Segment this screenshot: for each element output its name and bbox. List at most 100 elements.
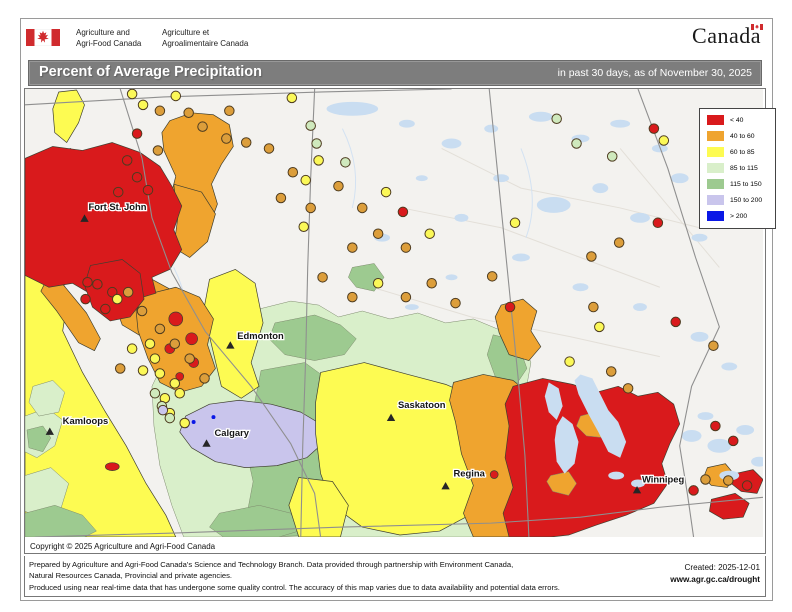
station-dot	[298, 221, 309, 233]
map-subtitle: in past 30 days, as of November 30, 2025	[557, 67, 752, 79]
dept-fr-line2: Agroalimentaire Canada	[162, 38, 249, 48]
station-dot	[114, 363, 126, 374]
city-marker	[80, 214, 89, 222]
station-dot	[82, 277, 93, 288]
legend-item: 150 to 200	[707, 195, 771, 205]
station-dot	[504, 301, 516, 313]
footer-meta: Created: 2025-12-01 www.agr.gc.ca/drough…	[670, 562, 760, 586]
legend-swatch	[707, 115, 724, 125]
station-dot	[100, 303, 111, 315]
canada-flag-icon	[26, 29, 60, 46]
legend-item: 40 to 60	[707, 131, 771, 141]
station-dot	[169, 338, 181, 349]
footer: Prepared by Agriculture and Agri-Food Ca…	[24, 556, 766, 597]
station-dot	[741, 480, 753, 491]
footer-line1: Prepared by Agriculture and Agri-Food Ca…	[29, 560, 514, 569]
station-dot	[652, 217, 664, 229]
station-dot	[142, 184, 154, 196]
station-dot	[149, 353, 161, 364]
station-dot	[613, 237, 625, 248]
station-dot	[300, 174, 311, 186]
drought-url: www.agr.gc.ca/drought	[670, 574, 760, 584]
city-marker	[441, 481, 450, 490]
title-bar: Percent of Average Precipitation in past…	[28, 60, 762, 86]
station-dot	[509, 217, 521, 229]
station-dot	[586, 251, 597, 262]
station-dot	[137, 365, 149, 376]
station-dot	[700, 474, 711, 485]
dept-name-fr: Agriculture et Agroalimentaire Canada	[162, 28, 248, 50]
station-dot	[221, 133, 232, 144]
station-dot	[372, 278, 384, 289]
station-dot	[111, 293, 123, 305]
legend-label: 60 to 85	[730, 148, 755, 156]
station-dot	[184, 353, 195, 364]
dept-en-line2: Agri-Food Canada	[76, 38, 142, 48]
station-dot	[311, 138, 322, 149]
station-dot	[224, 105, 235, 117]
station-dot	[710, 420, 721, 432]
city-marker	[386, 413, 396, 422]
station-dot	[357, 202, 368, 214]
legend-rows: < 40 40 to 60 60 to 85 85 to 115 115 to 150 1…	[707, 115, 771, 221]
station-dot	[486, 271, 498, 282]
province-borders	[25, 89, 763, 537]
station-dot	[727, 435, 739, 447]
station-dot	[126, 89, 138, 100]
station-dot	[263, 143, 275, 154]
station-dot	[199, 373, 210, 384]
station-dot	[112, 186, 124, 198]
canada-wordmark: Canada	[692, 23, 763, 49]
station-dot	[287, 167, 299, 178]
map-title: Percent of Average Precipitation	[39, 64, 262, 80]
station-dot	[179, 417, 190, 429]
legend-swatch	[707, 147, 724, 157]
station-dot	[149, 388, 161, 399]
station-dot	[372, 228, 384, 239]
dept-en-line1: Agriculture and	[76, 28, 130, 37]
station-dot	[240, 137, 252, 148]
city-label: Saskatoon	[398, 399, 446, 410]
city-label: Edmonton	[237, 330, 284, 341]
city-markers-layer: Fort St. John Edmonton Kamloops Calgary Sask…	[45, 200, 686, 494]
station-dot	[126, 343, 138, 354]
legend-item: < 40	[707, 115, 771, 125]
station-dot	[152, 145, 164, 156]
government-header: Agriculture and Agri-Food Canada Agricul…	[21, 19, 772, 60]
legend-swatch	[707, 179, 724, 189]
station-dot	[92, 279, 103, 290]
station-dot	[275, 192, 287, 204]
legend-swatch	[707, 211, 724, 221]
station-dot	[426, 278, 437, 289]
station-dot	[122, 286, 134, 298]
station-dot	[305, 202, 316, 214]
station-dot	[450, 297, 461, 309]
station-dot	[174, 388, 185, 399]
station-dot	[380, 186, 392, 198]
station-dot	[400, 291, 412, 303]
station-dot	[658, 135, 670, 146]
legend-swatch	[707, 163, 724, 173]
wordmark-flag-icon	[751, 24, 763, 30]
station-dot	[157, 404, 169, 416]
station-dot	[305, 120, 316, 131]
station-dot	[286, 92, 298, 104]
city-marker	[226, 341, 235, 349]
city-label: Kamloops	[63, 415, 109, 426]
copyright-text: Copyright © 2025 Agriculture and Agri-Fo…	[30, 542, 216, 551]
legend-item: 85 to 115	[707, 163, 771, 173]
station-dot	[164, 412, 176, 424]
station-dot	[397, 206, 409, 218]
station-dot	[723, 475, 734, 486]
legend-item: 60 to 85	[707, 147, 771, 157]
footer-line2: Natural Resources Canada, Provincial and…	[29, 571, 233, 581]
station-dot	[347, 291, 358, 303]
dept-fr-line1: Agriculture et	[162, 28, 210, 37]
station-dot	[131, 128, 143, 139]
station-dot	[594, 321, 605, 333]
station-dot	[197, 121, 208, 132]
station-dot	[708, 340, 719, 351]
station-dot	[400, 242, 412, 253]
city-marker	[45, 427, 54, 435]
station-dot	[670, 316, 681, 328]
